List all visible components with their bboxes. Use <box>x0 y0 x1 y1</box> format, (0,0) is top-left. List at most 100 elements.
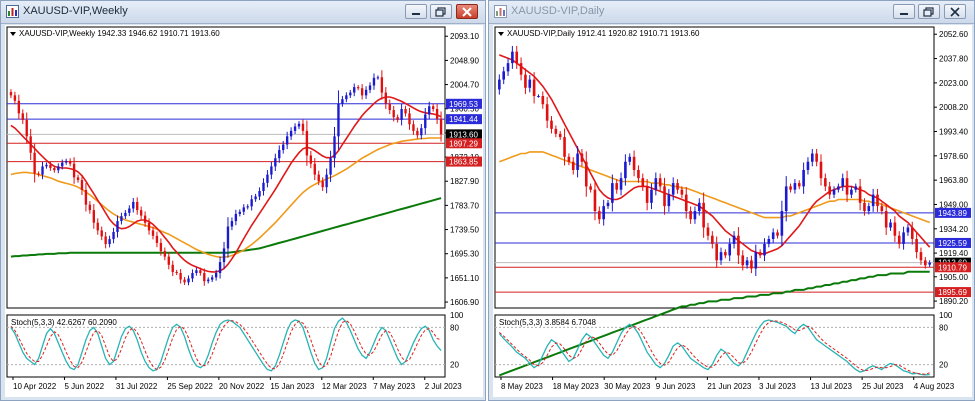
close-button[interactable] <box>456 4 478 19</box>
stoch-axis-label: 20 <box>450 361 459 370</box>
candle-body <box>435 109 439 119</box>
candle-body <box>151 230 155 236</box>
candle-body <box>841 178 845 187</box>
minimize-icon <box>412 13 420 15</box>
stoch-axis-label: 80 <box>450 323 459 332</box>
level-label: 1863.85 <box>449 158 478 167</box>
candle-body <box>615 183 619 190</box>
candle-body <box>112 232 115 240</box>
minimize-button[interactable] <box>893 4 915 19</box>
candle-body <box>305 130 309 156</box>
candle-body <box>400 109 403 120</box>
level-label: 1941.44 <box>449 115 478 124</box>
candle-body <box>602 206 605 220</box>
candle-body <box>689 211 692 220</box>
candle-body <box>139 210 143 216</box>
price-axis-label: 1783.70 <box>450 201 479 210</box>
candle-body <box>33 152 36 174</box>
time-axis-label: 8 May 2023 <box>501 382 543 391</box>
candle-body <box>676 183 679 190</box>
stoch-label: Stoch(5,3,3) 42.6267 60.2090 <box>11 318 117 327</box>
candle-body <box>29 136 32 153</box>
candle-body <box>537 96 540 98</box>
candle-body <box>502 71 505 80</box>
stoch-k-line <box>10 317 442 372</box>
price-axis-label: 1606.90 <box>450 298 479 307</box>
candle-body <box>902 232 905 244</box>
dropdown-triangle-icon <box>10 32 16 36</box>
candle-body <box>580 153 584 162</box>
candle-body <box>100 230 103 237</box>
candle-body <box>88 204 92 211</box>
candle-body <box>309 155 313 164</box>
ma-slow-line <box>10 197 442 258</box>
candle-body <box>793 183 797 190</box>
candle-body <box>333 136 336 159</box>
candle-body <box>671 183 675 195</box>
candle-body <box>368 85 372 90</box>
daily-chart[interactable]: 2052.60 2037.80 2023.00 2008.20 1993.40 1978.… <box>493 25 972 397</box>
candle-body <box>222 248 226 263</box>
daily-window-titlebar[interactable]: XAUUSD-VIP,Daily <box>489 1 974 24</box>
candle-body <box>511 51 514 64</box>
candle-body <box>179 273 182 280</box>
restore-button[interactable] <box>430 4 452 19</box>
price-axis-label: 1919.40 <box>939 249 968 258</box>
candle-body <box>684 194 688 212</box>
candle-body <box>589 186 592 190</box>
candle-body <box>420 128 423 136</box>
candle-body <box>889 222 892 228</box>
candle-body <box>658 178 662 187</box>
weekly-chart[interactable]: 2093.102048.902004.701960.501916.301872.… <box>5 25 483 397</box>
candle-body <box>278 150 281 159</box>
candle-body <box>806 161 810 170</box>
candle-body <box>702 202 705 228</box>
candle-body <box>191 273 194 279</box>
daily-chart-window[interactable]: XAUUSD-VIP,Daily 2052.60 2037.80 2023.00 20… <box>488 0 975 401</box>
candle-body <box>357 87 360 89</box>
candle-body <box>167 256 170 265</box>
candle-body <box>317 174 320 182</box>
minimize-button[interactable] <box>405 4 427 19</box>
chart-info-label: XAUUSD-VIP,Weekly 1942.33 1946.62 1910.7… <box>19 29 220 38</box>
candle-body <box>270 166 273 175</box>
candle-body <box>293 126 297 131</box>
candle-body <box>719 252 723 261</box>
candle-body <box>380 77 384 93</box>
candle-body <box>242 207 245 212</box>
minimize-icon <box>900 13 908 15</box>
candle-body <box>25 119 28 137</box>
level-label-bg <box>935 237 971 248</box>
restore-button[interactable] <box>918 4 940 19</box>
candle-body <box>396 117 399 120</box>
stoch-axis-label: 80 <box>939 323 948 332</box>
weekly-chart-window[interactable]: XAUUSD-VIP,Weekly 2093.10 2048.90 2004.70 1… <box>0 0 486 401</box>
time-axis-label: 15 Jan 2023 <box>270 382 315 391</box>
candle-body <box>567 156 571 162</box>
candle-body <box>606 202 610 207</box>
weekly-window-titlebar[interactable]: XAUUSD-VIP,Weekly <box>1 1 485 24</box>
candle-body <box>128 208 131 213</box>
candle-body <box>353 87 356 93</box>
candle-body <box>663 186 666 207</box>
candle-body <box>104 236 107 245</box>
candle-body <box>880 206 884 212</box>
candle-body <box>758 252 762 256</box>
candle-body <box>214 273 218 278</box>
candle-body <box>183 279 186 283</box>
candle-body <box>871 194 875 207</box>
candle-body <box>750 260 753 269</box>
candle-body <box>515 51 519 64</box>
candle-body <box>824 178 827 187</box>
stoch-axis-label: 20 <box>939 361 948 370</box>
price-axis-label: 1905.00 <box>939 273 968 282</box>
candle-body <box>850 189 853 195</box>
candle-body <box>53 168 56 171</box>
close-button[interactable] <box>944 4 966 19</box>
candle-body <box>388 103 391 111</box>
candle-body <box>132 201 135 209</box>
candle-body <box>195 270 198 274</box>
price-axis-label: 1949.00 <box>939 200 968 209</box>
candle-body <box>919 252 923 261</box>
candle-body <box>116 221 119 233</box>
